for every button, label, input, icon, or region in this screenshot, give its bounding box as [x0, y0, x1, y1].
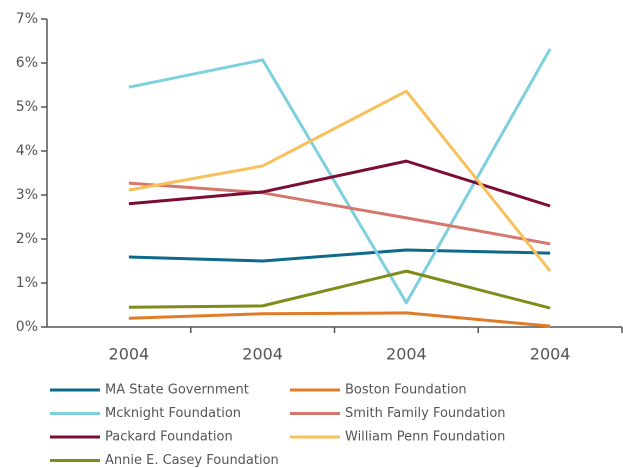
y-tick-label: 7% — [16, 11, 38, 27]
legend-label: MA State Government — [105, 383, 249, 398]
legend-label: Boston Foundation — [345, 383, 467, 398]
legend-label: Smith Family Foundation — [345, 406, 506, 421]
series-line — [128, 181, 551, 246]
y-tick-label: 2% — [16, 231, 38, 247]
y-tick-label: 3% — [16, 187, 38, 203]
series-line — [128, 311, 551, 328]
legend-label: William Penn Foundation — [345, 430, 505, 445]
series-line — [128, 48, 552, 305]
legend-label: Packard Foundation — [105, 430, 233, 445]
y-tick-label: 4% — [16, 143, 38, 159]
y-tick-label: 6% — [16, 55, 38, 71]
x-tick-label: 2004 — [242, 345, 283, 364]
x-tick-label: 2004 — [530, 345, 571, 364]
series-line — [128, 89, 552, 273]
y-tick-label: 1% — [16, 275, 38, 291]
y-tick-label: 0% — [16, 319, 38, 335]
series-line — [128, 269, 551, 310]
legend-label: Mcknight Foundation — [105, 406, 241, 421]
legend-label: Annie E. Casey Foundation — [105, 453, 279, 468]
y-tick-label: 5% — [16, 99, 38, 115]
series-line — [128, 248, 551, 263]
series-line — [128, 159, 551, 208]
x-tick-label: 2004 — [386, 345, 427, 364]
x-tick-label: 2004 — [109, 345, 150, 364]
